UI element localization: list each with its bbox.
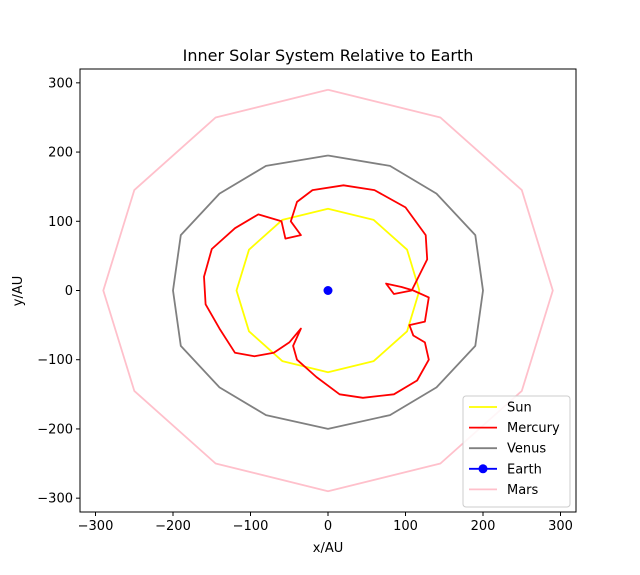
x-axis-label: x/AU — [313, 541, 343, 556]
x-tick-label: 100 — [393, 519, 418, 534]
x-tick-label: 300 — [548, 519, 573, 534]
y-tick-label: 0 — [65, 284, 73, 299]
legend-box — [462, 395, 571, 508]
plot-area — [102, 88, 554, 493]
legend-label-venus: Venus — [507, 442, 546, 457]
series-line-mars — [102, 88, 554, 493]
y-axis-label: y/AU — [11, 276, 26, 306]
legend-label-sun: Sun — [507, 401, 532, 416]
x-tick-label: −100 — [233, 519, 269, 534]
legend-label-mercury: Mercury — [507, 421, 560, 436]
y-tick-label: −200 — [37, 422, 73, 437]
series-point-earth — [323, 286, 333, 295]
y-tick-label: 300 — [48, 76, 73, 91]
legend: Sun Mercury Venus Earth Mars — [462, 395, 571, 508]
x-tick-label: −200 — [155, 519, 191, 534]
x-tick-label: −300 — [78, 519, 114, 534]
y-tick-label: −100 — [37, 353, 73, 368]
legend-marker-earth — [478, 464, 488, 474]
series-line-mercury — [203, 184, 430, 399]
legend-label-earth: Earth — [507, 462, 542, 477]
x-tick-label: 200 — [471, 519, 496, 534]
legend-label-mars: Mars — [507, 483, 539, 498]
y-tick-label: 100 — [48, 215, 73, 230]
y-tick-label: 200 — [48, 146, 73, 161]
x-tick-label: 0 — [324, 519, 332, 534]
y-tick-label: −300 — [37, 492, 73, 507]
axis-ticks: −300 −200 −100 0 100 200 300 −300 −200 −100 0 100 20… — [37, 76, 573, 534]
chart-title: Inner Solar System Relative to Earth — [183, 46, 474, 65]
series-line-venus — [172, 154, 484, 430]
series-line-sun — [235, 207, 421, 374]
